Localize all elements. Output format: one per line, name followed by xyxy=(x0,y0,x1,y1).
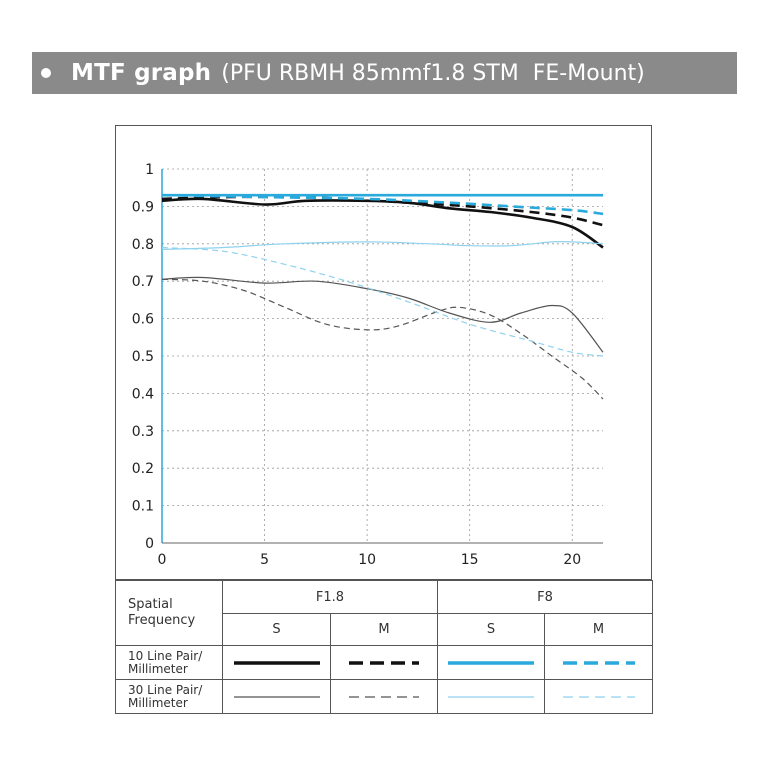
y-tick-label: 0.1 xyxy=(132,499,154,515)
y-tick-label: 0.2 xyxy=(132,461,154,477)
x-tick-label: 10 xyxy=(358,552,376,568)
series-line-F8-M-10 xyxy=(161,193,604,216)
x-tick-label: 5 xyxy=(260,552,269,568)
swatch-gray-solid-thin xyxy=(233,695,320,698)
legend-f18-m-30 xyxy=(330,679,438,714)
f18-m-header: M xyxy=(330,613,438,646)
y-tick-label: 0.5 xyxy=(132,349,154,365)
grid-layer xyxy=(162,168,603,543)
chart-subtitle: (PFU RBMH 85mmf1.8 STM FE-Mount) xyxy=(221,60,645,86)
aperture-f8-header: F8 xyxy=(437,580,653,614)
chart-title: MTF graph xyxy=(71,60,212,86)
swatch-lightblue-solid-thin xyxy=(448,695,534,698)
series-layer xyxy=(161,193,604,400)
axis-layer xyxy=(161,169,603,544)
legend-f18-s-30 xyxy=(222,679,331,714)
legend-f8-m-30 xyxy=(544,679,653,714)
y-tick-label: 1 xyxy=(145,162,154,178)
legend-f18-s-10 xyxy=(222,645,331,680)
mtf-chart: 00.10.20.30.40.50.60.70.80.910 5 10 15 20 xyxy=(132,162,604,568)
y-tick-label: 0.4 xyxy=(132,386,154,402)
legend-table: Spatial Frequency F1.8 F8 S M S M 10 Lin… xyxy=(115,580,653,714)
title-bar: MTF graph (PFU RBMH 85mmf1.8 STM FE-Moun… xyxy=(32,52,737,94)
spatial-frequency-label: Spatial Frequency xyxy=(115,580,223,646)
f8-m-header: M xyxy=(544,613,653,646)
y-tick-label: 0.8 xyxy=(132,237,154,253)
swatch-black-dashed-thick xyxy=(349,660,419,665)
swatch-blue-solid-thick xyxy=(448,660,534,665)
series-line-F18-M-10 xyxy=(161,195,604,227)
x-tick-label: 15 xyxy=(461,552,479,568)
swatch-gray-dashed-thin xyxy=(349,695,419,698)
series-line-F8-M-30 xyxy=(161,246,604,357)
aperture-f18-header: F1.8 xyxy=(222,580,438,614)
legend-f8-s-30 xyxy=(437,679,545,714)
series-line-F18-M-30 xyxy=(161,278,604,400)
legend-f8-s-10 xyxy=(437,645,545,680)
row-10-label: 10 Line Pair/ Millimeter xyxy=(115,645,223,680)
f18-s-header: S xyxy=(222,613,331,646)
x-tick-label: 0 xyxy=(158,552,167,568)
swatch-lightblue-dashed-thin xyxy=(562,695,635,698)
y-tick-label: 0.7 xyxy=(132,274,154,290)
y-tick-label: 0.6 xyxy=(132,312,154,328)
legend-f18-m-10 xyxy=(330,645,438,680)
swatch-black-solid-thick xyxy=(233,660,320,665)
bullet-icon xyxy=(41,68,51,78)
x-tick-label: 20 xyxy=(563,552,581,568)
series-line-F18-S-30 xyxy=(161,276,604,353)
y-tick-label: 0.3 xyxy=(132,424,154,440)
swatch-blue-dashed-thick xyxy=(562,660,635,665)
chart-frame: 0 0.1 0.2 0.3 0.4 0.5 0.6 0.7 0.8 0.9 1 0 5 10 15 20 xyxy=(115,125,652,580)
legend-f8-m-10 xyxy=(544,645,653,680)
series-line-F8-S-30 xyxy=(161,240,604,250)
f8-s-header: S xyxy=(437,613,545,646)
row-30-label: 30 Line Pair/ Millimeter xyxy=(115,679,223,714)
y-tick-label: 0 xyxy=(145,536,154,552)
y-tick-label: 0.9 xyxy=(132,199,154,215)
tick-label-layer: 00.10.20.30.40.50.60.70.80.910 5 10 15 20 xyxy=(132,162,581,568)
